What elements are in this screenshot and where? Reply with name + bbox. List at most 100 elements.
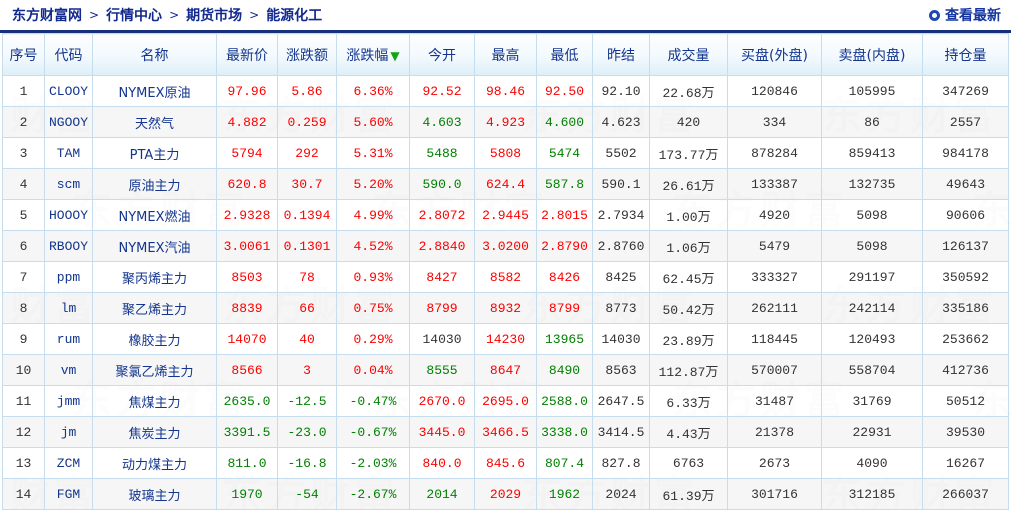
- table-row: 4 scm 原油主力 620.8 30.7 5.20% 590.0 624.4 …: [2, 168, 1009, 200]
- col-header-buy-outer[interactable]: 买盘(外盘): [727, 33, 822, 76]
- table-row: 9 rum 橡胶主力 14070 40 0.29% 14030 14230 13…: [2, 323, 1009, 355]
- cell-code-link[interactable]: rum: [44, 323, 93, 355]
- cell-name-link[interactable]: 聚乙烯主力: [92, 292, 217, 324]
- cell-volume: 6763: [649, 447, 728, 479]
- cell-open: 8427: [409, 261, 475, 293]
- col-header-prev-settle[interactable]: 昨结: [592, 33, 650, 76]
- cell-low: 2588.0: [536, 385, 593, 417]
- cell-name-link[interactable]: NYMEX燃油: [92, 199, 217, 231]
- cell-prev-settle: 14030: [592, 323, 650, 355]
- col-header-open[interactable]: 今开: [409, 33, 475, 76]
- cell-low: 1962: [536, 478, 593, 510]
- cell-change-pct: 0.93%: [336, 261, 410, 293]
- cell-name-link[interactable]: 原油主力: [92, 168, 217, 200]
- col-header-code[interactable]: 代码: [44, 33, 93, 76]
- col-header-low[interactable]: 最低: [536, 33, 593, 76]
- cell-low: 13965: [536, 323, 593, 355]
- cell-sell-inner: 5098: [821, 199, 923, 231]
- cell-open-interest: 50512: [922, 385, 1009, 417]
- cell-sell-inner: 132735: [821, 168, 923, 200]
- cell-last-price: 97.96: [216, 75, 278, 107]
- breadcrumb-separator: >: [169, 8, 180, 22]
- cell-name-link[interactable]: 聚氯乙烯主力: [92, 354, 217, 386]
- breadcrumb-item-home[interactable]: 东方财富网: [12, 8, 82, 24]
- col-header-volume[interactable]: 成交量: [649, 33, 728, 76]
- cell-code-link[interactable]: vm: [44, 354, 93, 386]
- cell-code-link[interactable]: HOOOY: [44, 199, 93, 231]
- cell-code-link[interactable]: lm: [44, 292, 93, 324]
- breadcrumb-item-futures-market[interactable]: 期货市场: [186, 8, 243, 24]
- col-header-sell-inner[interactable]: 卖盘(内盘): [821, 33, 923, 76]
- cell-change-pct: 5.20%: [336, 168, 410, 200]
- cell-name-link[interactable]: 焦煤主力: [92, 385, 217, 417]
- cell-no: 11: [2, 385, 45, 417]
- cell-open-interest: 350592: [922, 261, 1009, 293]
- cell-sell-inner: 105995: [821, 75, 923, 107]
- cell-low: 807.4: [536, 447, 593, 479]
- cell-last-price: 620.8: [216, 168, 278, 200]
- col-header-change[interactable]: 涨跌额: [277, 33, 337, 76]
- cell-open: 2.8072: [409, 199, 475, 231]
- table-row: 8 lm 聚乙烯主力 8839 66 0.75% 8799 8932 8799 …: [2, 292, 1009, 324]
- cell-volume: 4.43万: [649, 416, 728, 448]
- cell-code-link[interactable]: TAM: [44, 137, 93, 169]
- cell-name-link[interactable]: 天然气: [92, 106, 217, 138]
- col-header-open-interest[interactable]: 持仓量: [922, 33, 1009, 76]
- top-bar: 东方财富网 > 行情中心 > 期货市场 > 能源化工 查看最新: [0, 0, 1011, 30]
- cell-code-link[interactable]: ZCM: [44, 447, 93, 479]
- cell-code-link[interactable]: RBOOY: [44, 230, 93, 262]
- cell-open: 4.603: [409, 106, 475, 138]
- refresh-latest-button[interactable]: 查看最新: [929, 5, 1001, 25]
- table-row: 3 TAM PTA主力 5794 292 5.31% 5488 5808 547…: [2, 137, 1009, 169]
- cell-code-link[interactable]: NGOOY: [44, 106, 93, 138]
- col-header-name[interactable]: 名称: [92, 33, 217, 76]
- cell-change-pct: 4.52%: [336, 230, 410, 262]
- cell-sell-inner: 86: [821, 106, 923, 138]
- cell-high: 624.4: [474, 168, 537, 200]
- cell-change-amount: 5.86: [277, 75, 337, 107]
- cell-code-link[interactable]: FGM: [44, 478, 93, 510]
- table-row: 1 CLOOY NYMEX原油 97.96 5.86 6.36% 92.52 9…: [2, 75, 1009, 107]
- cell-buy-outer: 4920: [727, 199, 822, 231]
- cell-volume: 23.89万: [649, 323, 728, 355]
- col-header-pct[interactable]: 涨跌幅 ▼: [336, 33, 410, 76]
- cell-name-link[interactable]: 动力煤主力: [92, 447, 217, 479]
- cell-change-pct: -2.03%: [336, 447, 410, 479]
- col-header-last[interactable]: 最新价: [216, 33, 278, 76]
- cell-code-link[interactable]: CLOOY: [44, 75, 93, 107]
- cell-change-amount: 0.259: [277, 106, 337, 138]
- cell-buy-outer: 333327: [727, 261, 822, 293]
- cell-name-link[interactable]: 橡胶主力: [92, 323, 217, 355]
- cell-code-link[interactable]: ppm: [44, 261, 93, 293]
- cell-sell-inner: 22931: [821, 416, 923, 448]
- col-header-high[interactable]: 最高: [474, 33, 537, 76]
- table-row: 10 vm 聚氯乙烯主力 8566 3 0.04% 8555 8647 8490…: [2, 354, 1009, 386]
- cell-name-link[interactable]: 聚丙烯主力: [92, 261, 217, 293]
- cell-volume: 6.33万: [649, 385, 728, 417]
- cell-volume: 1.06万: [649, 230, 728, 262]
- cell-no: 6: [2, 230, 45, 262]
- cell-buy-outer: 570007: [727, 354, 822, 386]
- cell-name-link[interactable]: NYMEX汽油: [92, 230, 217, 262]
- cell-name-link[interactable]: PTA主力: [92, 137, 217, 169]
- cell-low: 92.50: [536, 75, 593, 107]
- cell-open: 840.0: [409, 447, 475, 479]
- cell-last-price: 2635.0: [216, 385, 278, 417]
- cell-name-link[interactable]: 玻璃主力: [92, 478, 217, 510]
- cell-name-link[interactable]: NYMEX原油: [92, 75, 217, 107]
- cell-name-link[interactable]: 焦炭主力: [92, 416, 217, 448]
- cell-last-price: 8503: [216, 261, 278, 293]
- cell-low: 8426: [536, 261, 593, 293]
- cell-last-price: 4.882: [216, 106, 278, 138]
- cell-open-interest: 335186: [922, 292, 1009, 324]
- cell-change-pct: 6.36%: [336, 75, 410, 107]
- breadcrumb-item-quote-center[interactable]: 行情中心: [106, 8, 163, 24]
- cell-low: 4.600: [536, 106, 593, 138]
- cell-code-link[interactable]: jm: [44, 416, 93, 448]
- sort-desc-icon: ▼: [390, 48, 400, 63]
- cell-change-pct: 0.29%: [336, 323, 410, 355]
- cell-prev-settle: 827.8: [592, 447, 650, 479]
- cell-code-link[interactable]: scm: [44, 168, 93, 200]
- cell-code-link[interactable]: jmm: [44, 385, 93, 417]
- cell-change-pct: 0.75%: [336, 292, 410, 324]
